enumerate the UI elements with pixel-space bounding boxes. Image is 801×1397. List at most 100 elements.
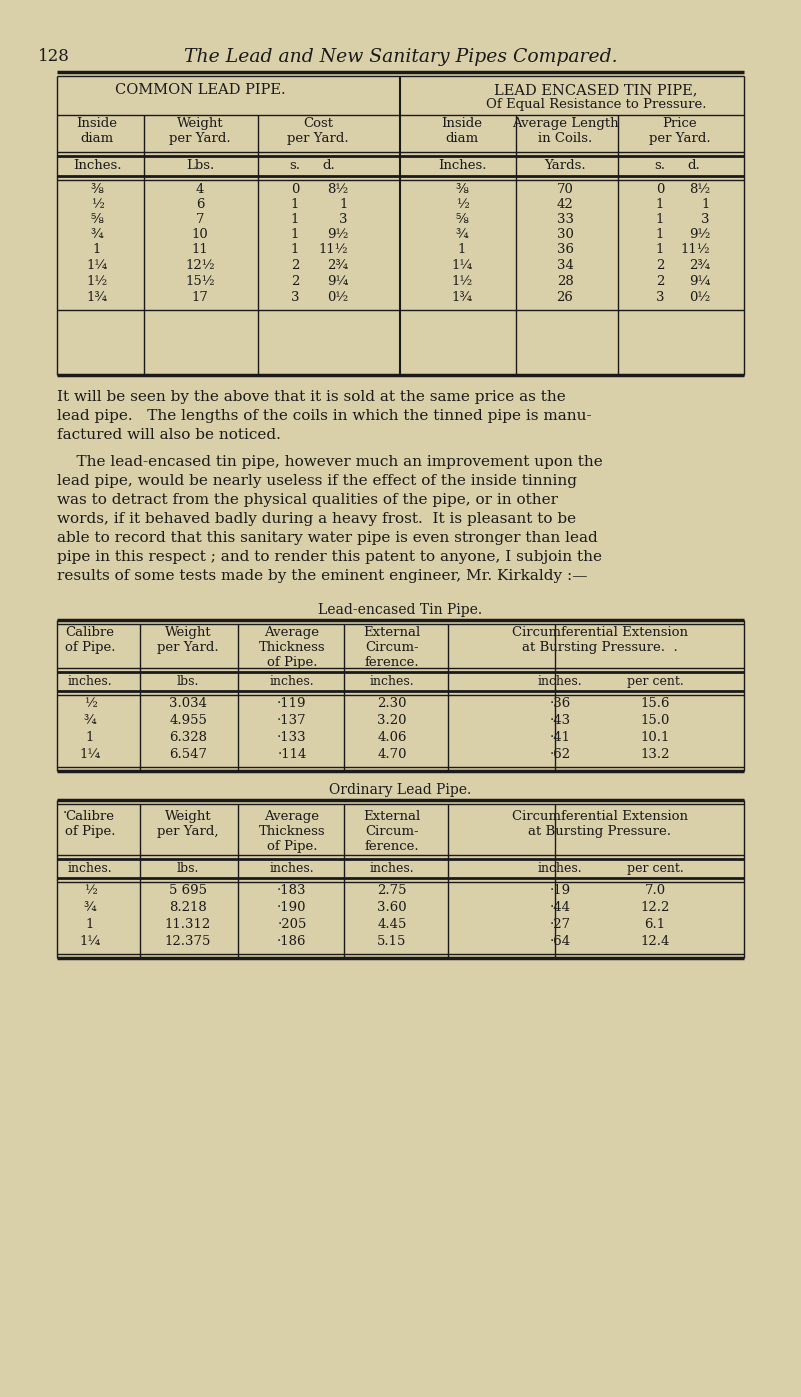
Text: ⅜: ⅜ [91, 183, 103, 196]
Text: 1¼: 1¼ [79, 747, 101, 761]
Text: 4.70: 4.70 [377, 747, 407, 761]
Text: ·119: ·119 [277, 697, 307, 710]
Text: Of Equal Resistance to Pressure.: Of Equal Resistance to Pressure. [485, 98, 706, 110]
Text: s.: s. [289, 159, 300, 172]
Text: ⅝: ⅝ [91, 212, 103, 226]
Text: ·27: ·27 [549, 918, 570, 930]
Text: ·19: ·19 [549, 884, 570, 897]
Text: 4.955: 4.955 [169, 714, 207, 726]
Text: 1: 1 [86, 918, 95, 930]
Text: 10: 10 [191, 228, 208, 242]
Text: 15½: 15½ [185, 275, 215, 288]
Text: s.: s. [654, 159, 666, 172]
Text: 0: 0 [291, 183, 300, 196]
Text: per cent.: per cent. [626, 675, 683, 687]
Text: 0: 0 [656, 183, 664, 196]
Text: 6.1: 6.1 [645, 918, 666, 930]
Text: 3: 3 [291, 291, 300, 305]
Text: 7.0: 7.0 [645, 884, 666, 897]
Text: Calibre
of Pipe.: Calibre of Pipe. [65, 810, 115, 838]
Text: inches.: inches. [370, 675, 414, 687]
Text: 34: 34 [557, 258, 574, 272]
Text: 4.45: 4.45 [377, 918, 407, 930]
Text: Lbs.: Lbs. [186, 159, 214, 172]
Text: 26: 26 [557, 291, 574, 305]
Text: 10.1: 10.1 [640, 731, 670, 745]
Text: ·64: ·64 [549, 935, 570, 949]
Text: d.: d. [322, 159, 335, 172]
Text: 36: 36 [557, 243, 574, 256]
Text: External
Circum-
ference.: External Circum- ference. [364, 626, 421, 669]
Text: ½: ½ [91, 198, 103, 211]
Text: 6.547: 6.547 [169, 747, 207, 761]
Text: 3.20: 3.20 [377, 714, 407, 726]
Text: results of some tests made by the eminent engineer, Mr. Kirkaldy :—: results of some tests made by the eminen… [57, 569, 587, 583]
Text: 33: 33 [557, 212, 574, 226]
Text: 11½: 11½ [318, 243, 348, 256]
Text: per cent.: per cent. [626, 862, 683, 875]
Text: 9½: 9½ [327, 228, 348, 242]
Text: Circumferential Extension
at Bursting Pressure.  .: Circumferential Extension at Bursting Pr… [512, 626, 688, 654]
Text: Inches.: Inches. [73, 159, 121, 172]
Text: 15.0: 15.0 [640, 714, 670, 726]
Text: 2¾: 2¾ [689, 258, 710, 272]
Text: 42: 42 [557, 198, 574, 211]
Text: 1: 1 [291, 228, 300, 242]
Text: inches.: inches. [68, 862, 112, 875]
Text: ·205: ·205 [277, 918, 307, 930]
Text: 11.312: 11.312 [165, 918, 211, 930]
Text: 9¼: 9¼ [327, 275, 348, 288]
Text: 6: 6 [195, 198, 204, 211]
Text: 12.4: 12.4 [640, 935, 670, 949]
Text: 8.218: 8.218 [169, 901, 207, 914]
Text: 3: 3 [340, 212, 348, 226]
Text: words, if it behaved badly during a heavy frost.  It is pleasant to be: words, if it behaved badly during a heav… [57, 511, 576, 527]
Text: COMMON LEAD PIPE.: COMMON LEAD PIPE. [115, 82, 286, 96]
Text: able to record that this sanitary water pipe is even stronger than lead: able to record that this sanitary water … [57, 531, 598, 545]
Text: 4.06: 4.06 [377, 731, 407, 745]
Text: 30: 30 [557, 228, 574, 242]
Text: Inside
diam: Inside diam [441, 117, 482, 145]
Text: inches.: inches. [270, 862, 314, 875]
Text: 2: 2 [291, 275, 300, 288]
Text: 17: 17 [191, 291, 208, 305]
Text: 1: 1 [656, 212, 664, 226]
Text: 2: 2 [656, 275, 664, 288]
Text: inches.: inches. [537, 862, 582, 875]
Text: 1: 1 [340, 198, 348, 211]
Text: 1: 1 [291, 243, 300, 256]
Text: ·43: ·43 [549, 714, 570, 726]
Text: inches.: inches. [68, 675, 112, 687]
Text: The Lead and New Sanitary Pipes Compared.: The Lead and New Sanitary Pipes Compared… [183, 47, 618, 66]
Text: 70: 70 [557, 183, 574, 196]
Text: External
Circum-
ference.: External Circum- ference. [364, 810, 421, 854]
Text: lead pipe, would be nearly useless if the effect of the inside tinning: lead pipe, would be nearly useless if th… [57, 474, 577, 488]
Text: 2¾: 2¾ [327, 258, 348, 272]
Text: 3.60: 3.60 [377, 901, 407, 914]
Text: ½: ½ [83, 884, 96, 897]
Text: 1¼: 1¼ [452, 258, 473, 272]
Text: lbs.: lbs. [177, 862, 199, 875]
Text: ¾: ¾ [83, 714, 96, 726]
Text: Price
per Yard.: Price per Yard. [649, 117, 710, 145]
Text: 12.2: 12.2 [640, 901, 670, 914]
Text: ·41: ·41 [549, 731, 570, 745]
Text: 12½: 12½ [185, 258, 215, 272]
Text: 4: 4 [195, 183, 204, 196]
Text: d.: d. [687, 159, 700, 172]
Text: 1¾: 1¾ [87, 291, 107, 305]
Text: 1¾: 1¾ [452, 291, 473, 305]
Text: 1: 1 [93, 243, 101, 256]
Text: 15.6: 15.6 [640, 697, 670, 710]
Text: 0½: 0½ [327, 291, 348, 305]
Text: 6.328: 6.328 [169, 731, 207, 745]
Text: 1: 1 [291, 212, 300, 226]
Text: 1: 1 [458, 243, 466, 256]
Text: Circumferential Extension
at Bursting Pressure.: Circumferential Extension at Bursting Pr… [512, 810, 688, 838]
Text: ¾: ¾ [456, 228, 469, 242]
Text: It will be seen by the above that it is sold at the same price as the: It will be seen by the above that it is … [57, 390, 566, 404]
Text: ½: ½ [83, 697, 96, 710]
Text: Weight
per Yard.: Weight per Yard. [157, 626, 219, 654]
Text: 11: 11 [191, 243, 208, 256]
Text: factured will also be noticed.: factured will also be noticed. [57, 427, 281, 441]
